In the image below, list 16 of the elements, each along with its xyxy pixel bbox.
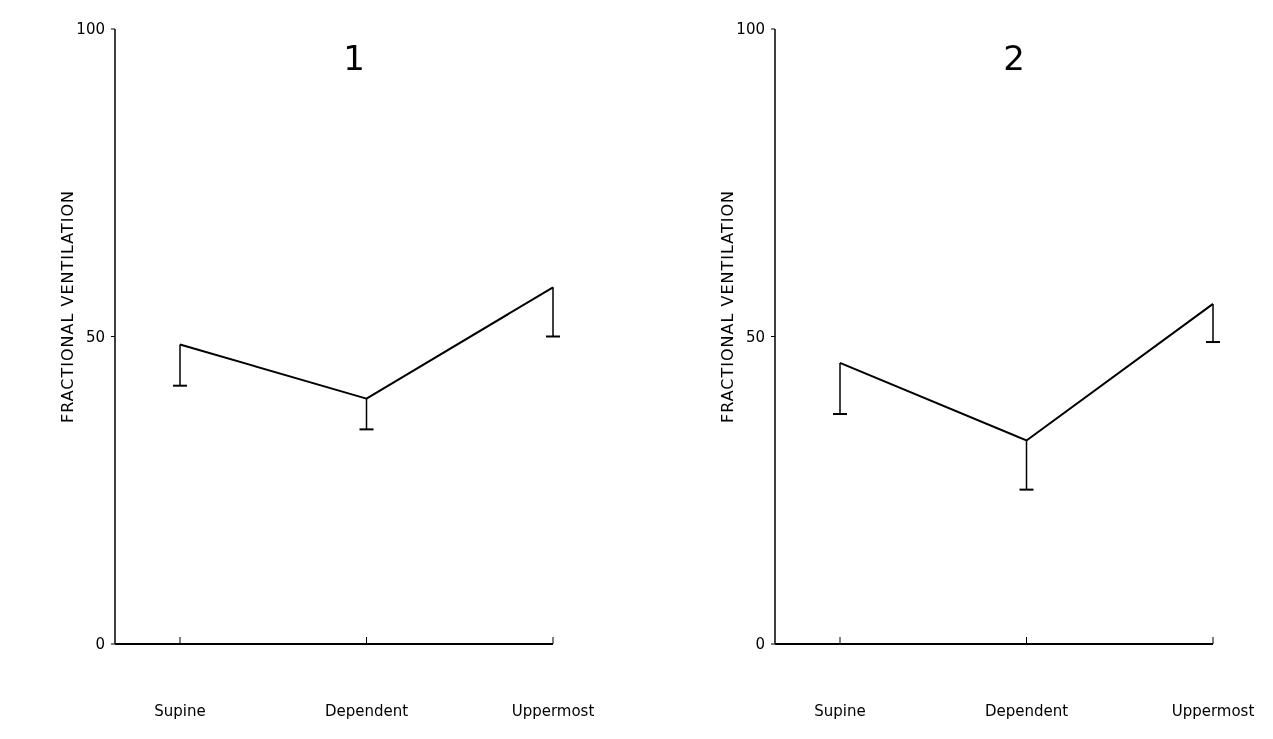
chart-title: 1 [343,38,365,78]
y-tick-label: 100 [76,20,105,39]
y-tick-label: 50 [745,327,765,346]
chart-title: 2 [1003,38,1025,78]
x-tick-label: Uppermost [511,702,595,720]
x-tick-label: Uppermost [1171,702,1255,720]
x-tick-label: Dependent [324,702,409,720]
x-tick-label: Dependent [984,702,1069,720]
y-axis-title: FRACTIONAL VENTILATION [58,189,77,424]
x-tick-label: Supine [814,702,866,720]
y-tick-label: 0 [95,635,105,654]
y-tick-label: 50 [85,327,105,346]
y-axis-title: FRACTIONAL VENTILATION [718,189,737,424]
y-tick-label: 100 [736,20,765,39]
y-tick-label: 0 [755,635,765,654]
x-tick-label: Supine [154,702,206,720]
